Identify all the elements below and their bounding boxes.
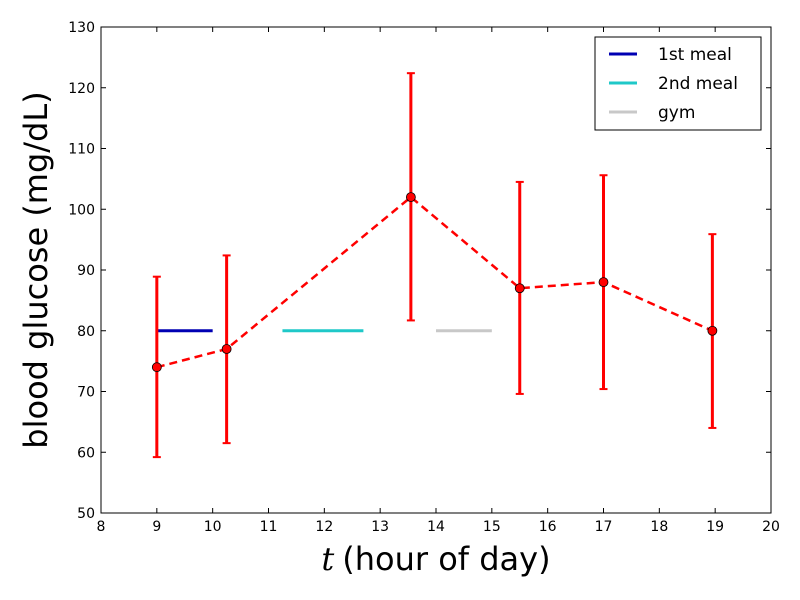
- y-tick-label: 50: [77, 506, 95, 522]
- x-tick-label: 15: [483, 519, 501, 535]
- y-tick-label: 80: [77, 324, 95, 340]
- data-point: [514, 283, 525, 294]
- y-tick-label: 60: [77, 445, 95, 461]
- x-tick-label: 11: [260, 519, 278, 535]
- data-point: [151, 362, 162, 373]
- x-tick-label: 19: [706, 519, 724, 535]
- y-axis-title: blood glucose (mg/dL): [17, 91, 55, 448]
- data-point: [221, 344, 232, 354]
- y-tick-label: 130: [68, 20, 95, 36]
- x-axis-title: t (hour of day): [321, 540, 550, 578]
- y-tick-label: 70: [77, 385, 95, 401]
- legend-label: 1st meal: [658, 45, 732, 65]
- plot-area: [151, 72, 718, 459]
- y-tick-label: 120: [68, 81, 95, 97]
- legend-label: gym: [658, 103, 695, 123]
- axes: 8 9 10 11 12 13 14 15 16 17 18 19 20 50 60 70 80 90 100 110…: [68, 20, 780, 535]
- x-tick-label: 9: [152, 519, 161, 535]
- x-tick-label: 8: [97, 519, 106, 535]
- data-point: [707, 325, 718, 336]
- x-tick-label: 10: [204, 519, 222, 535]
- x-tick-label: 13: [371, 519, 389, 535]
- y-tick-label: 110: [68, 142, 95, 158]
- legend: 1st meal 2nd meal gym: [594, 36, 762, 131]
- y-tick-label: 90: [77, 263, 95, 279]
- legend-label: 2nd meal: [658, 74, 738, 94]
- data-point: [405, 192, 416, 203]
- x-tick-label: 17: [595, 519, 613, 535]
- x-tick-label: 18: [650, 519, 668, 535]
- series-line: [156, 195, 713, 369]
- x-tick-label: 12: [315, 519, 333, 535]
- x-tick-label: 20: [762, 519, 780, 535]
- y-tick-label: 100: [68, 202, 95, 218]
- data-point: [598, 277, 609, 288]
- x-tick-label: 14: [427, 519, 445, 535]
- x-tick-label: 16: [539, 519, 557, 535]
